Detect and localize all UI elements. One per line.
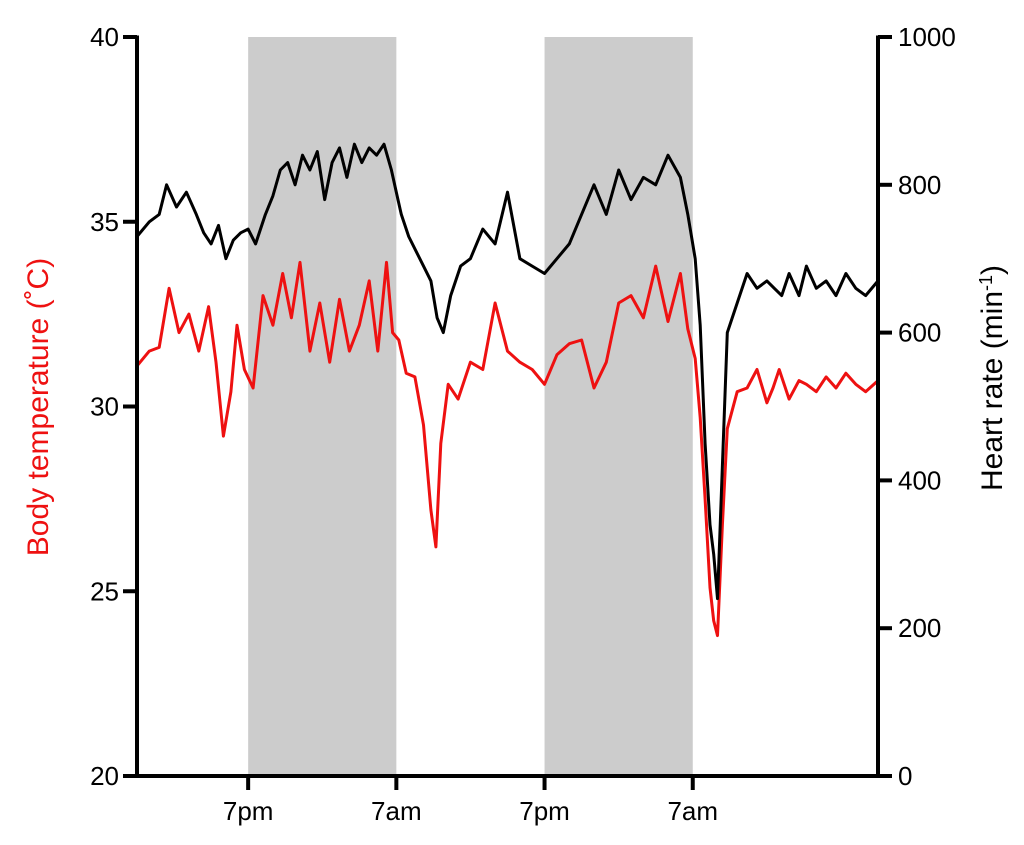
y-left-tick-label: 25 xyxy=(90,576,119,606)
y-right-tick-label: 0 xyxy=(898,761,912,791)
y-right-axis-title-close: ) xyxy=(976,265,1009,275)
heart-rate-line xyxy=(135,142,880,601)
data-series xyxy=(135,142,880,638)
axes xyxy=(123,35,892,790)
y-right-tick-label: 1000 xyxy=(898,22,956,52)
y-right-axis-title-sup: -1 xyxy=(976,275,996,291)
y-left-tick-label: 35 xyxy=(90,207,119,237)
dark-period-1 xyxy=(248,37,397,776)
dark-period-shading xyxy=(248,37,693,776)
y-left-tick-label: 30 xyxy=(90,392,119,422)
y-left-tick-label: 20 xyxy=(90,761,119,791)
x-tick-label: 7pm xyxy=(519,796,570,826)
y-right-tick-label: 800 xyxy=(898,170,941,200)
y-left-tick-label: 40 xyxy=(90,22,119,52)
y-right-axis-title: Heart rate (min-1) xyxy=(976,265,1009,491)
x-tick-label: 7pm xyxy=(223,796,274,826)
y-right-tick-label: 200 xyxy=(898,613,941,643)
body-temperature-line xyxy=(135,260,880,638)
y-left-axis-title: Body temperature (˚C) xyxy=(22,258,55,556)
x-tick-label: 7am xyxy=(371,796,422,826)
x-tick-label: 7am xyxy=(667,796,718,826)
dark-period-2 xyxy=(544,37,693,776)
y-right-axis-title-main: Heart rate (min xyxy=(976,291,1009,491)
y-right-tick-label: 600 xyxy=(898,318,941,348)
y-right-tick-label: 400 xyxy=(898,465,941,495)
